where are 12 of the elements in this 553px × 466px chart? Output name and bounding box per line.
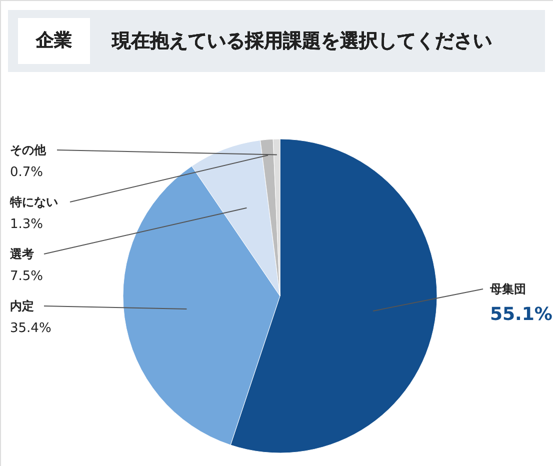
data-label: 0.7% [10, 165, 44, 180]
chart-subtitle: 企業 [35, 30, 72, 51]
data-label: 1.3% [10, 217, 44, 232]
data-label: 7.5% [10, 269, 44, 284]
data-label: 55.1% [490, 304, 552, 326]
slice-label: 選考 [9, 247, 34, 261]
slice-label: 特にない [9, 195, 58, 209]
slice-label: 母集団 [489, 282, 526, 296]
data-label: 35.4% [10, 321, 52, 336]
chart-title: 現在抱えている採用課題を選択してください [111, 30, 492, 52]
slice-label: その他 [10, 143, 47, 157]
slice-label: 内定 [10, 299, 34, 313]
